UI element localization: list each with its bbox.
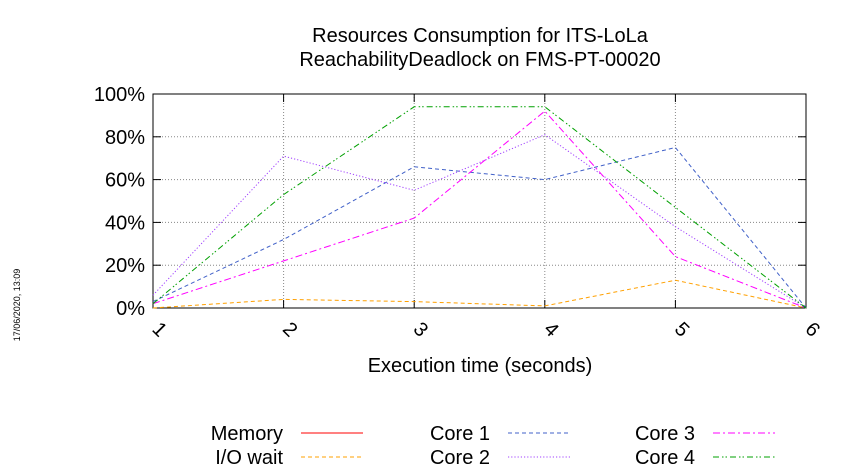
series-line-core-4: [152, 106, 807, 309]
legend-label: Core 2: [430, 447, 490, 469]
axes: 0% 20% 40% 60% 80% 100% 1 2 3 4 5 6: [94, 84, 824, 341]
grid: [153, 94, 806, 308]
side-stamp: 17/06/2020, 13:09: [12, 269, 22, 342]
legend-label: Core 4: [635, 447, 695, 469]
x-tick-label: 2: [278, 318, 301, 341]
legend-label: Memory: [211, 423, 283, 445]
x-tick-label: 6: [801, 318, 824, 341]
y-tick-label: 0%: [116, 298, 145, 320]
plot-frame: [152, 93, 807, 309]
x-axis-label: Execution time (seconds): [368, 355, 593, 377]
series-line-core-1: [152, 146, 807, 309]
chart-title-line-2: ReachabilityDeadlock on FMS-PT-00020: [299, 49, 660, 71]
chart-title-line-1: Resources Consumption for ITS-LoLa: [312, 25, 649, 47]
x-tick-label: 5: [670, 318, 693, 341]
y-tick-label: 60%: [105, 170, 145, 192]
legend-label: I/O wait: [215, 447, 283, 469]
y-tick-label: 20%: [105, 255, 145, 277]
y-tick-label: 80%: [105, 127, 145, 149]
x-tick-label: 1: [148, 318, 171, 341]
legend-label: Core 1: [430, 423, 490, 445]
series-lines: [152, 106, 807, 309]
x-tick-label: 3: [409, 318, 432, 341]
y-tick-label: 40%: [105, 212, 145, 234]
y-tick-label: 100%: [94, 84, 145, 106]
series-line-core-2: [152, 134, 807, 309]
x-tick-label: 4: [539, 318, 562, 341]
series-line-core-3: [152, 110, 807, 309]
legend-label: Core 3: [635, 423, 695, 445]
series-line-i-o-wait: [152, 279, 807, 309]
